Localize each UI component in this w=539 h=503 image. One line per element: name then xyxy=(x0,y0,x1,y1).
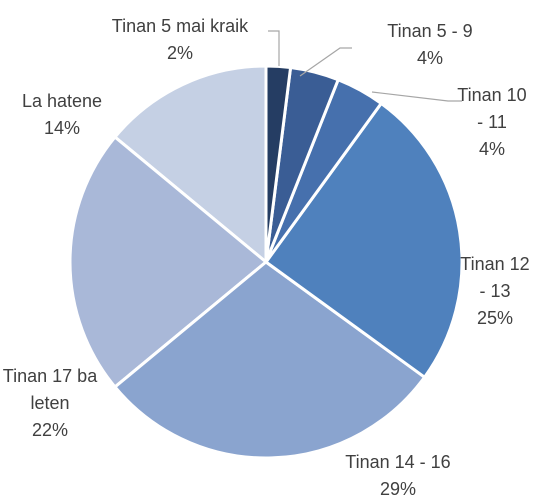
value-label: 14% xyxy=(43,118,81,138)
slice-label: Tinan 12 - 13 25% xyxy=(455,251,535,332)
value-label: 2% xyxy=(166,43,193,63)
leader-line xyxy=(268,30,280,66)
slice-label: Tinan 14 - 16 29% xyxy=(298,449,498,503)
category-label: La hatene xyxy=(21,91,103,111)
value-label: 4% xyxy=(416,48,443,68)
leader-line xyxy=(299,47,352,77)
slice-label: Tinan 10 - 11 4% xyxy=(452,82,532,163)
category-label: Tinan 10 - 11 xyxy=(457,85,527,132)
pie-slice xyxy=(112,64,268,266)
category-label: Tinan 12 - 13 xyxy=(460,254,530,301)
pie-slice xyxy=(264,64,293,263)
slice-label: Tinan 17 ba leten 22% xyxy=(3,363,98,444)
value-label: 29% xyxy=(379,479,417,499)
category-label: Tinan 5 - 9 xyxy=(387,21,473,41)
value-label: 22% xyxy=(31,420,69,440)
value-label: 4% xyxy=(478,139,505,159)
pie-slice xyxy=(263,101,464,380)
category-label: Tinan 14 - 16 xyxy=(345,452,451,472)
slice-label: Tinan 5 mai kraik 2% xyxy=(70,13,290,67)
slice-label: La hatene 14% xyxy=(0,88,132,142)
pie-slice xyxy=(112,260,427,460)
pie-slice xyxy=(68,134,269,390)
slice-label: Tinan 5 - 9 4% xyxy=(350,18,510,72)
category-label: Tinan 17 ba leten xyxy=(2,366,98,413)
value-label: 25% xyxy=(476,308,514,328)
category-label: Tinan 5 mai kraik xyxy=(111,16,249,36)
leader-line xyxy=(371,91,462,102)
